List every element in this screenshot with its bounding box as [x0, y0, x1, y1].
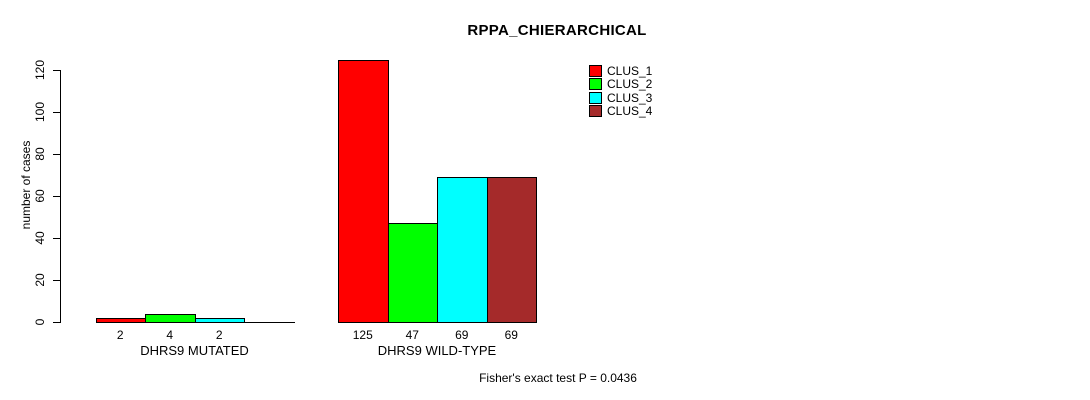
bar-clus_1-group2	[338, 59, 389, 323]
fisher-test-annotation: Fisher's exact test P = 0.0436	[479, 371, 637, 385]
bar-value-label: 47	[405, 328, 419, 342]
y-tick-label: 40	[33, 231, 47, 245]
legend-swatch-clus_3	[589, 92, 602, 104]
bar-value-label: 69	[455, 328, 469, 342]
bar-value-label: 4	[166, 328, 174, 342]
bar-value-label: 125	[352, 328, 373, 342]
bar-clus_3-group2	[437, 177, 488, 323]
x-group-label: DHRS9 MUTATED	[140, 343, 249, 358]
y-tick-label: 80	[33, 147, 47, 161]
y-tick-label: 120	[33, 59, 47, 81]
bar-value-label: 2	[215, 328, 223, 342]
y-tick	[53, 112, 60, 113]
y-axis-line	[60, 70, 61, 323]
y-tick	[53, 238, 60, 239]
bar-value-label: 69	[504, 328, 518, 342]
legend-swatch-clus_1	[589, 65, 602, 77]
y-tick-label: 0	[33, 318, 47, 326]
legend-swatch-clus_2	[589, 78, 602, 90]
legend-label-clus_1: CLUS_1	[607, 64, 653, 78]
legend-label-clus_3: CLUS_3	[607, 91, 653, 105]
y-axis-label: number of cases	[19, 140, 33, 230]
y-tick-label: 60	[33, 189, 47, 203]
y-tick	[53, 154, 60, 155]
y-tick	[53, 70, 60, 71]
y-tick	[53, 280, 60, 281]
y-tick	[53, 322, 60, 323]
x-group-label: DHRS9 WILD-TYPE	[377, 343, 497, 358]
legend-swatch-clus_4	[589, 105, 602, 117]
x-baseline	[338, 322, 537, 323]
y-tick-label: 100	[33, 101, 47, 123]
x-baseline	[95, 322, 295, 323]
chart-title: RPPA_CHIERARCHICAL	[467, 22, 647, 39]
legend-label-clus_2: CLUS_2	[607, 77, 653, 91]
bar-clus_2-group2	[387, 223, 438, 323]
legend-label-clus_4: CLUS_4	[607, 104, 653, 118]
y-tick	[53, 196, 60, 197]
bar-value-label: 2	[116, 328, 124, 342]
bar-clus_4-group2	[486, 177, 537, 323]
y-tick-label: 20	[33, 273, 47, 287]
